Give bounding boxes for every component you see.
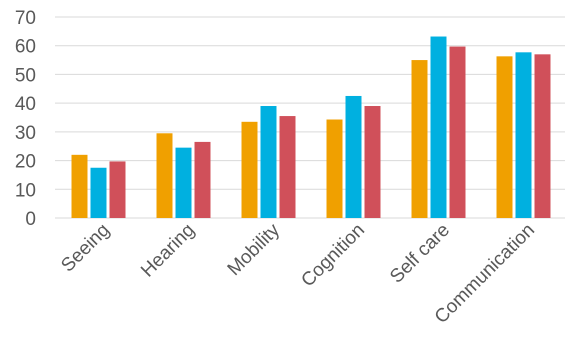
bar-seeing-series-3 [109, 161, 126, 218]
bar-cognition-series-1 [326, 119, 343, 218]
bar-communication-series-2 [515, 52, 532, 218]
y-axis-ticks: 0 10 20 30 40 50 60 70 [15, 8, 36, 230]
bars [71, 36, 551, 219]
bar-communication-series-3 [534, 54, 551, 219]
gridlines [55, 16, 565, 219]
bar-cognition-series-2 [345, 95, 362, 218]
bar-self-care-series-1 [411, 60, 428, 219]
bar-hearing-series-2 [175, 147, 192, 218]
x-category-label: Self care [386, 220, 454, 288]
y-tick-label: 0 [25, 209, 36, 230]
bar-self-care-series-2 [430, 36, 447, 219]
y-tick-label: 60 [15, 37, 36, 58]
bar-mobility-series-1 [241, 121, 258, 218]
y-tick-label: 50 [15, 65, 36, 86]
bar-hearing-series-3 [194, 141, 211, 218]
x-category-label: Cognition [297, 220, 369, 292]
y-tick-label: 40 [15, 94, 36, 115]
y-tick-label: 10 [15, 180, 36, 201]
y-tick-label: 30 [15, 123, 36, 144]
bar-seeing-series-1 [71, 154, 88, 218]
bar-self-care-series-3 [449, 46, 466, 218]
y-tick-label: 20 [15, 152, 36, 173]
y-tick-label: 70 [15, 8, 36, 29]
bar-seeing-series-2 [90, 167, 107, 218]
bar-communication-series-1 [496, 56, 513, 219]
bar-mobility-series-2 [260, 106, 277, 218]
x-axis-labels: Seeing Hearing Mobility Cognition Self careC… [57, 219, 539, 328]
bar-cognition-series-3 [364, 106, 381, 218]
x-category-label: Seeing [57, 220, 114, 277]
bar-mobility-series-3 [279, 116, 296, 218]
x-category-label: Mobility [224, 219, 285, 280]
bar-hearing-series-1 [156, 133, 173, 218]
x-category-label: Hearing [137, 220, 199, 282]
